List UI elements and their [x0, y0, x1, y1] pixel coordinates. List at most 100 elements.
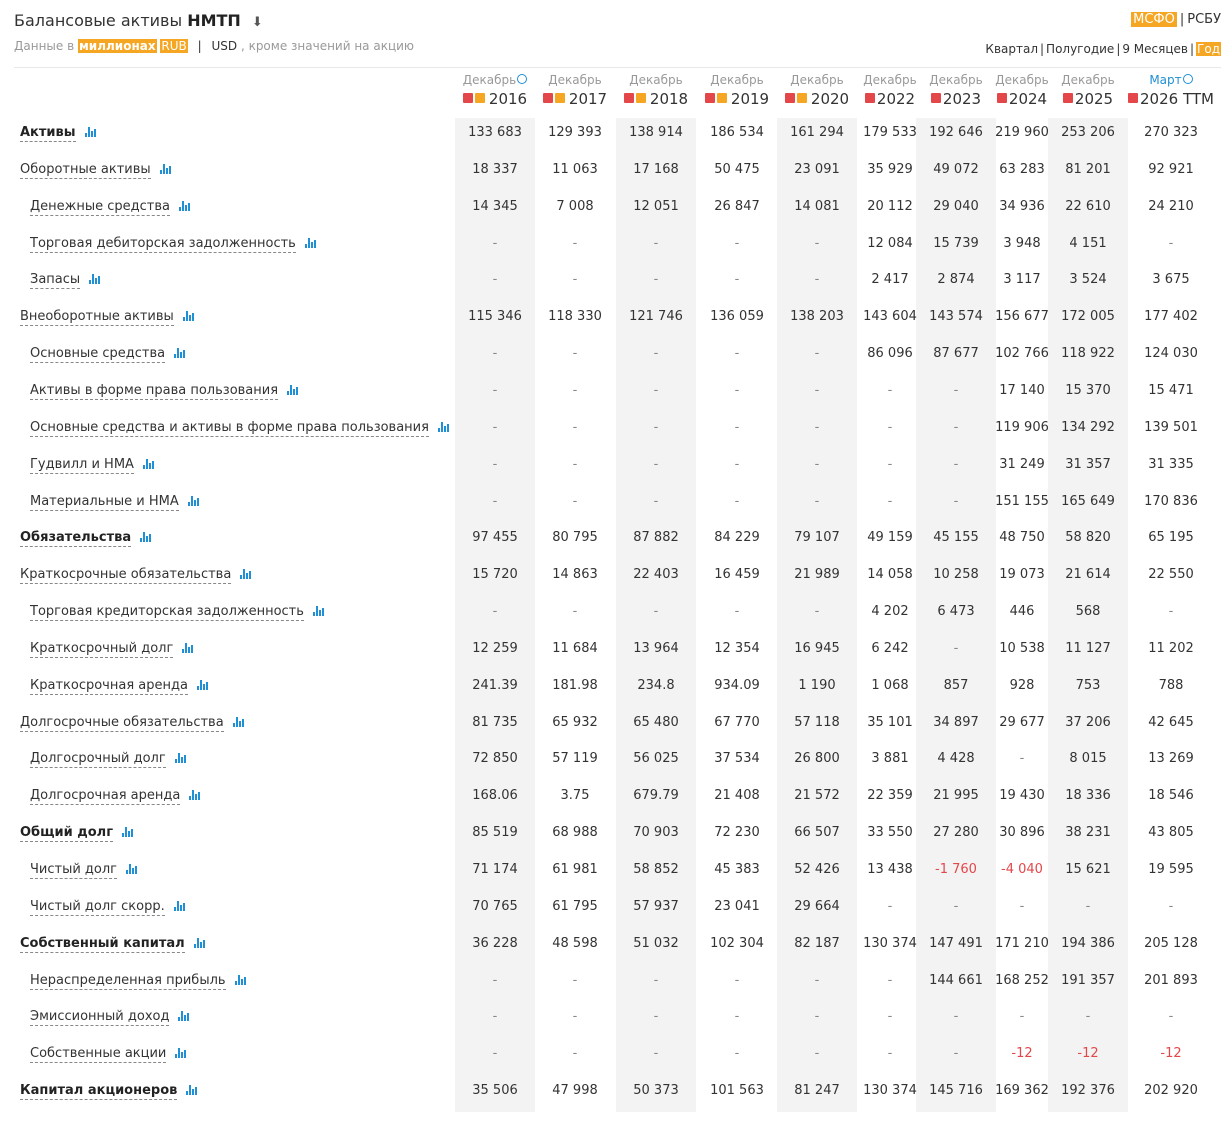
row-label[interactable]: Общий долг [20, 825, 134, 843]
report-icon[interactable] [716, 93, 727, 103]
bar-chart-icon[interactable] [232, 716, 245, 727]
bar-chart-icon[interactable] [189, 790, 201, 801]
row-label[interactable]: Собственный капитал [20, 935, 206, 953]
row-label-text[interactable]: Гудвилл и НМА [30, 456, 134, 474]
row-label-text[interactable]: Оборотные активы [20, 161, 151, 179]
bar-chart-icon[interactable] [173, 900, 186, 911]
bar-chart-icon[interactable] [175, 1048, 187, 1059]
info-icon[interactable] [517, 74, 528, 84]
row-label[interactable]: Капитал акционеров [20, 1083, 198, 1101]
row-label[interactable]: Чистый долг [30, 862, 138, 879]
row-label[interactable]: Нераспределенная прибыль [30, 972, 247, 990]
row-label[interactable]: Основные средства [30, 346, 186, 364]
bar-chart-icon[interactable] [89, 274, 101, 285]
pdf-icon[interactable] [1128, 93, 1139, 103]
row-label[interactable]: Краткосрочный долг [30, 640, 194, 658]
bar-chart-icon[interactable] [178, 1011, 190, 1022]
row-label-text[interactable]: Нераспределенная прибыль [30, 972, 226, 990]
bar-chart-icon[interactable] [234, 974, 247, 985]
row-label-text[interactable]: Основные средства [30, 346, 166, 364]
report-icon[interactable] [474, 93, 485, 103]
bar-chart-icon[interactable] [122, 827, 134, 838]
row-label-text[interactable]: Торговая кредиторская задолженность [30, 604, 304, 622]
row-label[interactable]: Основные средства и активы в форме права… [30, 419, 450, 437]
row-label-text[interactable]: Эмиссионный доход [30, 1009, 170, 1027]
row-label-text[interactable]: Краткосрочные обязательства [20, 567, 232, 585]
pdf-icon[interactable] [704, 93, 715, 103]
pdf-icon[interactable] [1062, 93, 1073, 103]
standard-ras[interactable]: РСБУ [1187, 12, 1221, 27]
row-label[interactable]: Эмиссионный доход [30, 1009, 190, 1027]
row-label-text[interactable]: Активы в форме права пользования [30, 382, 279, 400]
row-label-text[interactable]: Капитал акционеров [20, 1083, 178, 1101]
bar-chart-icon[interactable] [159, 163, 172, 174]
row-label-text[interactable]: Обязательства [20, 530, 132, 548]
row-label-text[interactable]: Собственный капитал [20, 935, 185, 953]
period-quarter[interactable]: Квартал [985, 42, 1038, 56]
pdf-icon[interactable] [864, 93, 875, 103]
bar-chart-icon[interactable] [304, 237, 317, 248]
bar-chart-icon[interactable] [182, 311, 195, 322]
row-label[interactable]: Активы [20, 125, 97, 142]
report-icon[interactable] [796, 93, 807, 103]
bar-chart-icon[interactable] [240, 569, 252, 580]
bar-chart-icon[interactable] [179, 200, 191, 211]
standard-ifrs[interactable]: МСФО [1131, 12, 1177, 27]
bar-chart-icon[interactable] [126, 864, 138, 874]
pdf-icon[interactable] [930, 93, 941, 103]
currency-usd[interactable]: USD [211, 39, 238, 53]
period-nine[interactable]: 9 Месяцев [1122, 42, 1188, 56]
bar-chart-icon[interactable] [174, 348, 186, 359]
row-label-text[interactable]: Запасы [30, 272, 81, 290]
currency-rub[interactable]: RUB [160, 39, 188, 53]
bar-chart-icon[interactable] [187, 495, 200, 506]
row-label-text[interactable]: Собственные акции [30, 1046, 167, 1064]
pdf-icon[interactable] [784, 93, 795, 103]
bar-chart-icon[interactable] [287, 384, 299, 395]
row-label[interactable]: Обязательства [20, 530, 152, 548]
row-label-text[interactable]: Основные средства и активы в форме права… [30, 419, 429, 437]
bar-chart-icon[interactable] [193, 937, 206, 948]
row-label[interactable]: Собственные акции [30, 1046, 187, 1064]
report-icon[interactable] [635, 93, 646, 103]
period-year[interactable]: Год [1196, 42, 1221, 56]
row-label-text[interactable]: Чистый долг [30, 862, 118, 879]
bar-chart-icon[interactable] [437, 421, 450, 432]
info-icon[interactable] [1182, 74, 1193, 84]
pdf-icon[interactable] [996, 93, 1007, 103]
bar-chart-icon[interactable] [186, 1085, 198, 1096]
row-label[interactable]: Денежные средства [30, 198, 191, 216]
row-label[interactable]: Долгосрочные обязательства [20, 714, 245, 732]
row-label[interactable]: Гудвилл и НМА [30, 456, 155, 474]
bar-chart-icon[interactable] [312, 606, 325, 617]
row-label[interactable]: Долгосрочная аренда [30, 788, 201, 806]
pdf-icon[interactable] [623, 93, 634, 103]
row-label[interactable]: Материальные и НМА [30, 493, 200, 511]
bar-chart-icon[interactable] [174, 753, 187, 764]
bar-chart-icon[interactable] [142, 458, 155, 469]
row-label[interactable]: Краткосрочные обязательства [20, 567, 252, 585]
download-icon[interactable]: ⬇ [251, 15, 263, 30]
row-label-text[interactable]: Краткосрочная аренда [30, 677, 188, 695]
bar-chart-icon[interactable] [140, 532, 152, 543]
row-label[interactable]: Торговая кредиторская задолженность [30, 604, 325, 622]
row-label[interactable]: Торговая дебиторская задолженность [30, 235, 317, 253]
unit-selector[interactable]: миллионах [78, 39, 157, 53]
bar-chart-icon[interactable] [196, 679, 209, 690]
row-label-text[interactable]: Краткосрочный долг [30, 640, 174, 658]
row-label[interactable]: Внеоборотные активы [20, 309, 195, 327]
row-label-text[interactable]: Долгосрочная аренда [30, 788, 181, 806]
row-label-text[interactable]: Торговая дебиторская задолженность [30, 235, 296, 253]
row-label-text[interactable]: Долгосрочные обязательства [20, 714, 224, 732]
row-label-text[interactable]: Чистый долг скорр. [30, 898, 165, 916]
bar-chart-icon[interactable] [182, 642, 194, 653]
row-label-text[interactable]: Долгосрочный долг [30, 751, 166, 769]
bar-chart-icon[interactable] [84, 127, 97, 137]
row-label[interactable]: Долгосрочный долг [30, 751, 187, 769]
row-label[interactable]: Оборотные активы [20, 161, 172, 179]
pdf-icon[interactable] [462, 93, 473, 103]
period-half[interactable]: Полугодие [1046, 42, 1115, 56]
row-label-text[interactable]: Денежные средства [30, 198, 170, 216]
row-label-text[interactable]: Активы [20, 125, 76, 142]
row-label-text[interactable]: Внеоборотные активы [20, 309, 174, 327]
